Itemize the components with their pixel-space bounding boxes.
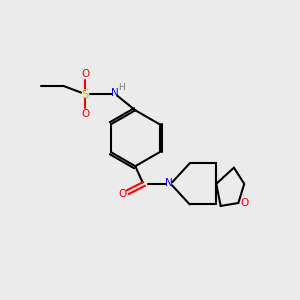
Text: O: O — [240, 198, 248, 208]
Text: N: N — [165, 178, 173, 188]
Text: O: O — [81, 109, 89, 119]
Text: H: H — [118, 83, 124, 92]
Text: S: S — [82, 88, 89, 100]
Text: O: O — [81, 69, 89, 79]
Text: N: N — [111, 88, 119, 98]
Text: O: O — [119, 189, 127, 199]
